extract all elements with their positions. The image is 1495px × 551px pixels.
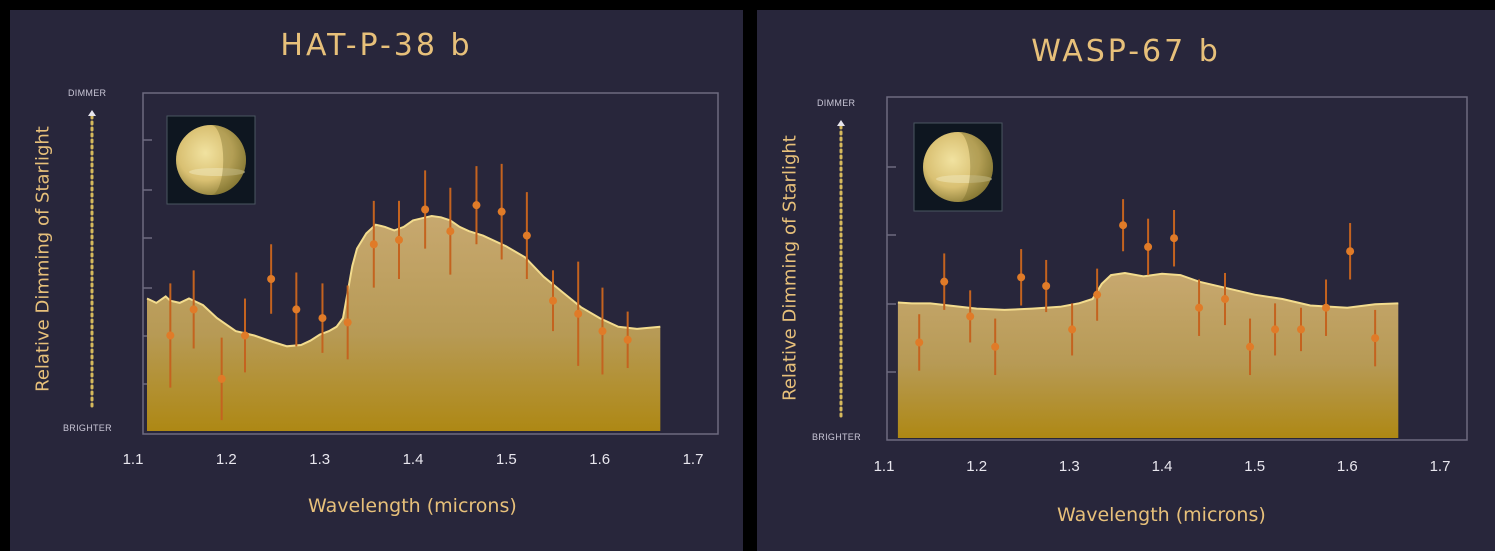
x-tick-label: 1.4 [403, 451, 424, 468]
model-spectrum-area [897, 273, 1399, 438]
model-spectrum-line [897, 271, 1399, 311]
data-point [1068, 325, 1077, 334]
y-top-label: DIMMER [817, 98, 856, 108]
planet-band-icon [189, 168, 245, 176]
data-point [267, 275, 276, 283]
data-point [343, 318, 352, 327]
planet-shade-icon [211, 125, 246, 195]
data-point [991, 342, 1000, 351]
x-tick-label: 1.7 [683, 451, 704, 468]
data-point [395, 235, 403, 244]
data-point [1093, 290, 1102, 299]
x-tick-label: 1.7 [1430, 458, 1451, 475]
data-point [1322, 303, 1331, 312]
planet-icon [176, 125, 246, 195]
y-bottom-label: BRIGHTER [812, 432, 861, 442]
plot-frame [886, 96, 1468, 441]
data-point [1170, 234, 1179, 243]
chart-title: WASP-67 b [1031, 34, 1221, 69]
data-point [1246, 342, 1255, 351]
chart-panel-hat-p-38b: HAT-P-38 b DIMMER BRIGHTER Relative Dimm… [10, 10, 743, 551]
x-tick-label: 1.6 [589, 451, 610, 468]
data-point [966, 312, 975, 321]
x-tick-label: 1.1 [874, 458, 895, 475]
data-point [1042, 282, 1051, 290]
chart-title: HAT-P-38 b [280, 28, 473, 63]
data-point [1195, 303, 1204, 312]
data-point [1371, 334, 1380, 343]
arrow-head-icon [837, 120, 845, 126]
data-point [574, 309, 583, 318]
model-spectrum-area [147, 216, 661, 431]
planet-band-icon [936, 175, 992, 183]
data-point [623, 335, 632, 344]
data-point [1144, 242, 1153, 251]
x-tick-label: 1.2 [216, 451, 237, 468]
data-point [1271, 325, 1280, 334]
x-tick-label: 1.3 [1059, 458, 1080, 475]
x-tick-label: 1.4 [1152, 458, 1173, 475]
data-point [369, 240, 378, 249]
x-tick-label: 1.3 [309, 451, 330, 468]
chart-panel-wasp-67b: WASP-67 b DIMMER BRIGHTER Relative Dimmi… [757, 10, 1495, 551]
data-point [472, 201, 481, 210]
chart-plot: 1.1 1.2 1.3 1.4 1.5 1.6 1.7 [837, 96, 1468, 475]
data-point [549, 296, 557, 305]
data-point [1297, 325, 1305, 334]
data-point [241, 331, 249, 340]
arrow-head-icon [88, 110, 96, 116]
y-bottom-label: BRIGHTER [63, 423, 112, 433]
data-point [166, 331, 175, 340]
data-point [318, 314, 327, 323]
x-tick-label: 1.5 [1244, 458, 1265, 475]
y-top-label: DIMMER [68, 88, 107, 98]
data-point [1221, 295, 1230, 304]
data-point [292, 305, 301, 314]
x-axis-label: Wavelength (microns) [308, 495, 517, 517]
data-point [522, 231, 531, 240]
data-point [217, 374, 226, 383]
x-tick-label: 1.2 [966, 458, 987, 475]
planet-shade-icon [958, 132, 993, 202]
x-tick-label: 1.1 [123, 451, 144, 468]
plot-frame [142, 92, 719, 435]
data-point [446, 227, 455, 236]
x-tick-label: 1.6 [1337, 458, 1358, 475]
planet-icon [923, 132, 993, 202]
data-point [598, 327, 607, 336]
data-point [1346, 247, 1355, 256]
data-point [1119, 221, 1128, 230]
data-point [421, 205, 430, 214]
chart-plot: 1.1 1.2 1.3 1.4 1.5 1.6 1.7 [88, 92, 719, 468]
data-point [189, 305, 198, 314]
data-point [940, 277, 949, 286]
data-point [915, 338, 924, 347]
model-spectrum-line [146, 214, 661, 348]
x-tick-label: 1.5 [496, 451, 517, 468]
data-point [1017, 273, 1026, 282]
data-point [497, 207, 506, 216]
x-axis-label: Wavelength (microns) [1057, 504, 1266, 526]
